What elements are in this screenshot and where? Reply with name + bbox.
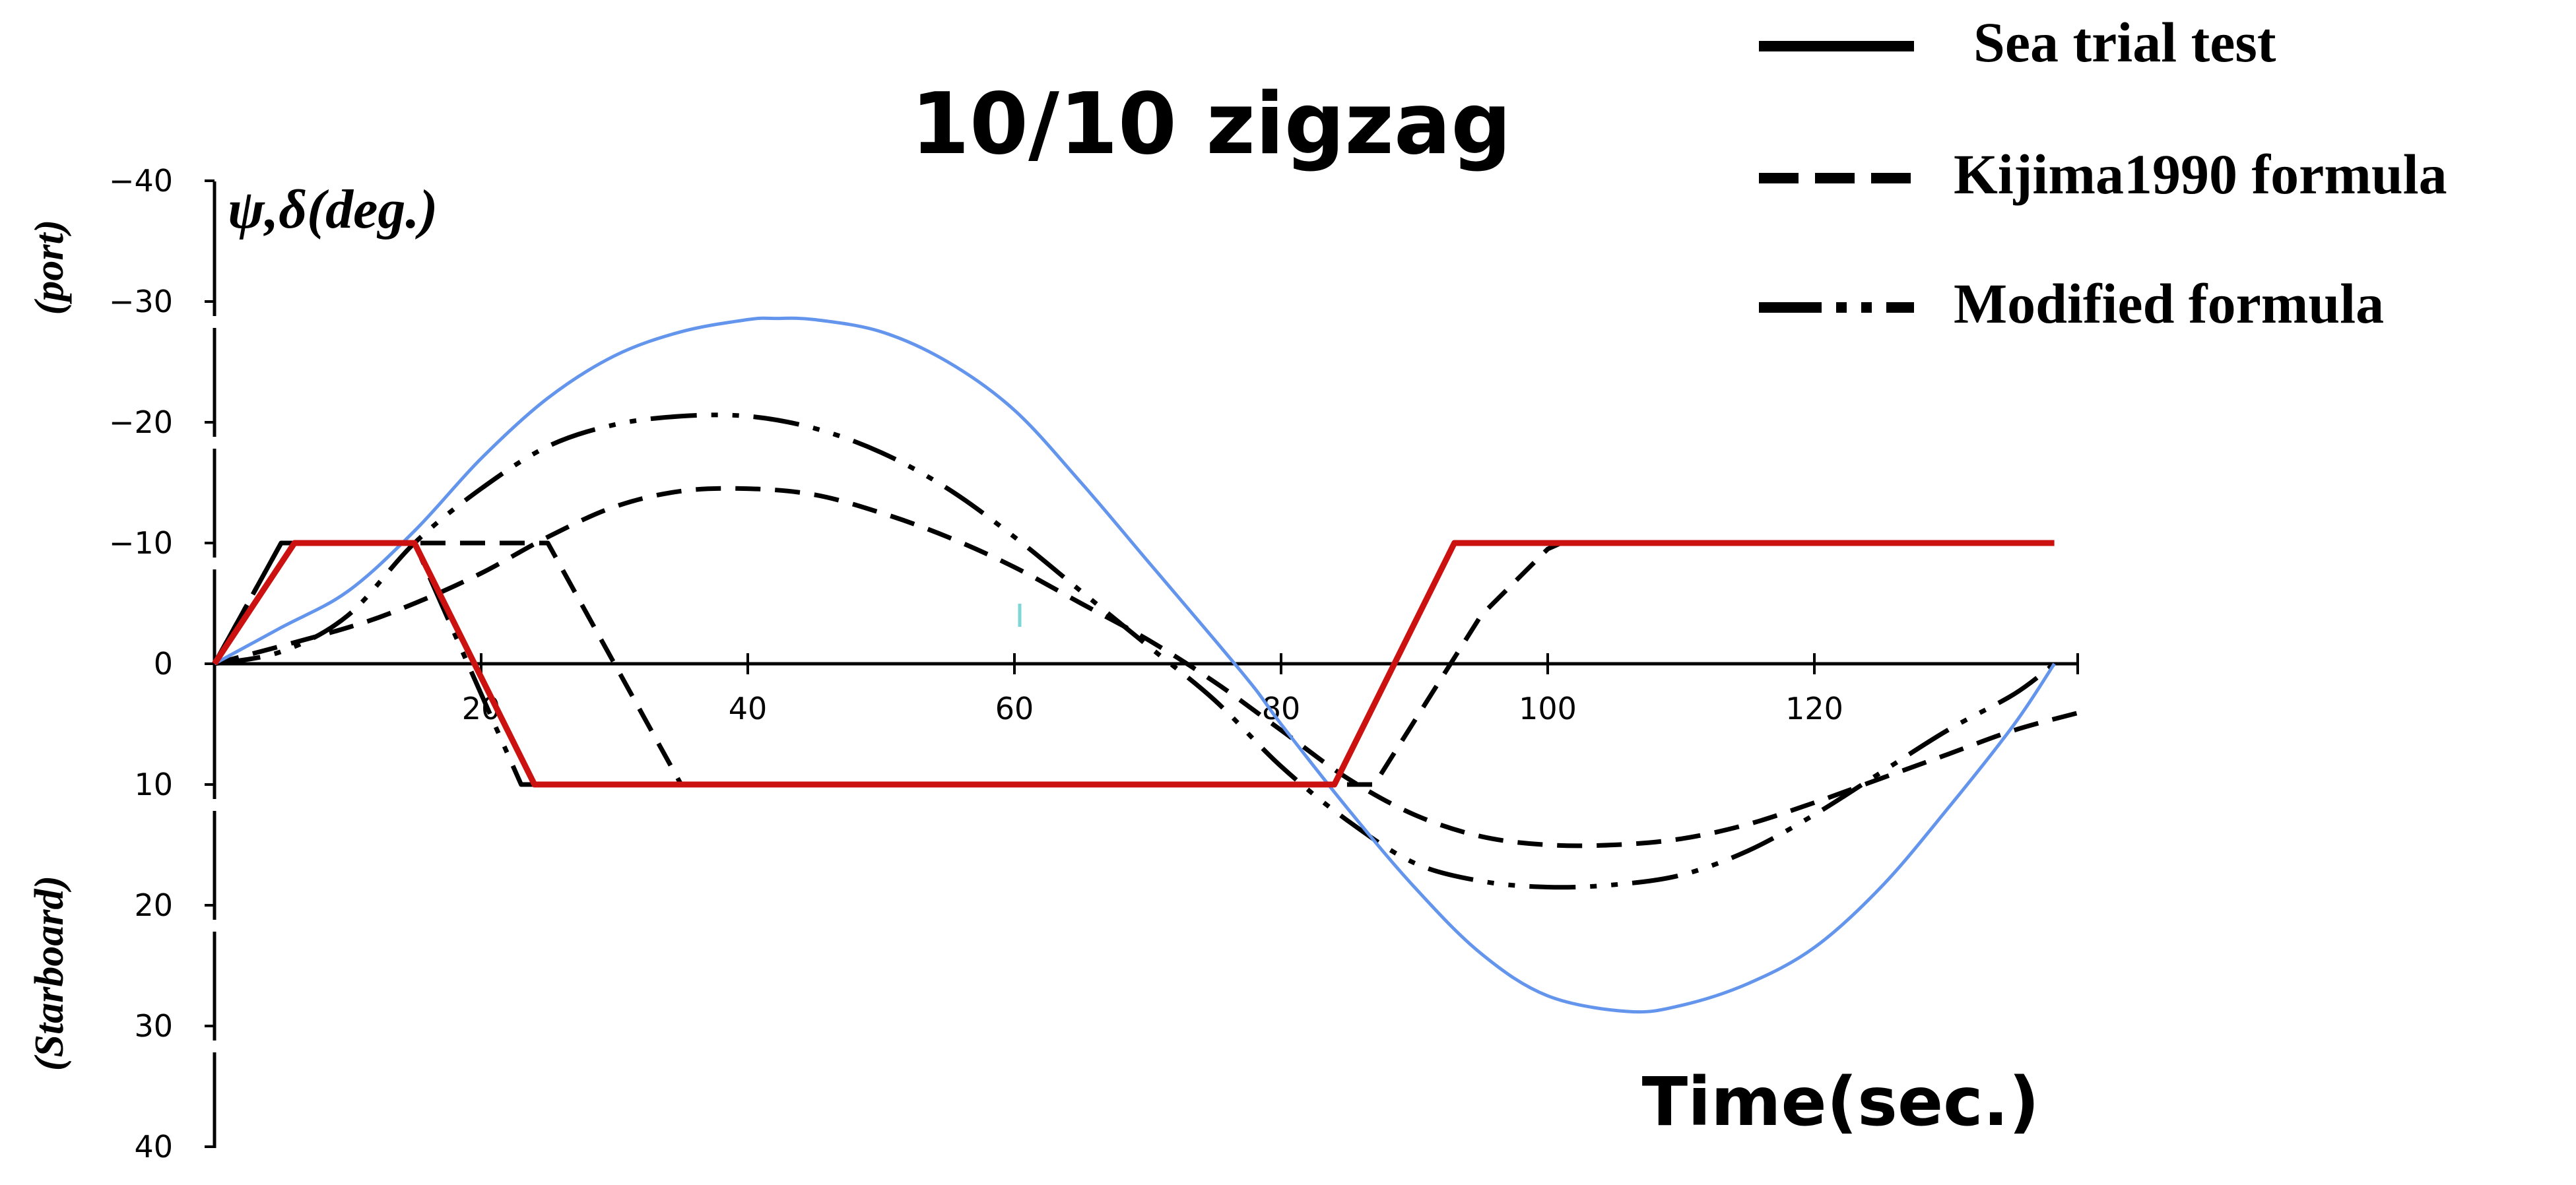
y-axis-gap [208,920,221,932]
legend-item-kijima1990: Kijima1990 formula [1759,143,2447,206]
y-axis-ticks: −40 −30 −20 −10 0 10 20 30 40 [109,163,221,1165]
series-line [212,540,2055,787]
legend: Sea trial test Kijima1990 formula Modifi… [1759,11,2447,335]
legend-item-sea-trial: Sea trial test [1759,11,2276,74]
legend-label: Modified formula [1954,272,2384,335]
x-axis-ticks: 20 40 60 80 100 120 [462,653,2079,726]
legend-label: Sea trial test [1973,11,2276,74]
plot-series [212,316,2082,1014]
x-axis-label: Time(sec.) [1642,1063,2039,1141]
y-tick-label: −10 [109,525,173,561]
starboard-side-label: (Starboard) [27,876,72,1071]
y-tick-label: 20 [134,887,173,923]
chart-title: 10/10 zigzag [911,75,1511,174]
port-side-label: (port) [27,220,72,315]
y-tick-label: −30 [109,284,173,319]
y-tick-label: 0 [154,646,173,682]
y-tick-label: 40 [134,1129,173,1165]
y-axis-label: ψ,δ(deg.) [228,179,438,240]
y-tick-label: −20 [109,404,173,440]
x-tick-label: 60 [995,691,1034,726]
legend-item-modified: Modified formula [1759,272,2384,335]
series-line [212,540,2055,788]
x-tick-label: 120 [1785,691,1843,726]
series-line [213,316,2056,1014]
series-line [214,486,2082,849]
y-axis-gap [208,1041,221,1052]
y-tick-label: 10 [134,767,173,802]
y-tick-label: −40 [109,163,173,199]
y-axis-gap [208,316,221,328]
series-line [214,412,2056,890]
y-axis-gap [208,558,221,569]
legend-label: Kijima1990 formula [1954,143,2447,206]
y-axis-gap [208,437,221,449]
x-tick-label: 40 [729,691,768,726]
y-tick-label: 30 [134,1008,173,1044]
y-axis-gap [208,799,221,811]
x-tick-label: 100 [1519,691,1577,726]
